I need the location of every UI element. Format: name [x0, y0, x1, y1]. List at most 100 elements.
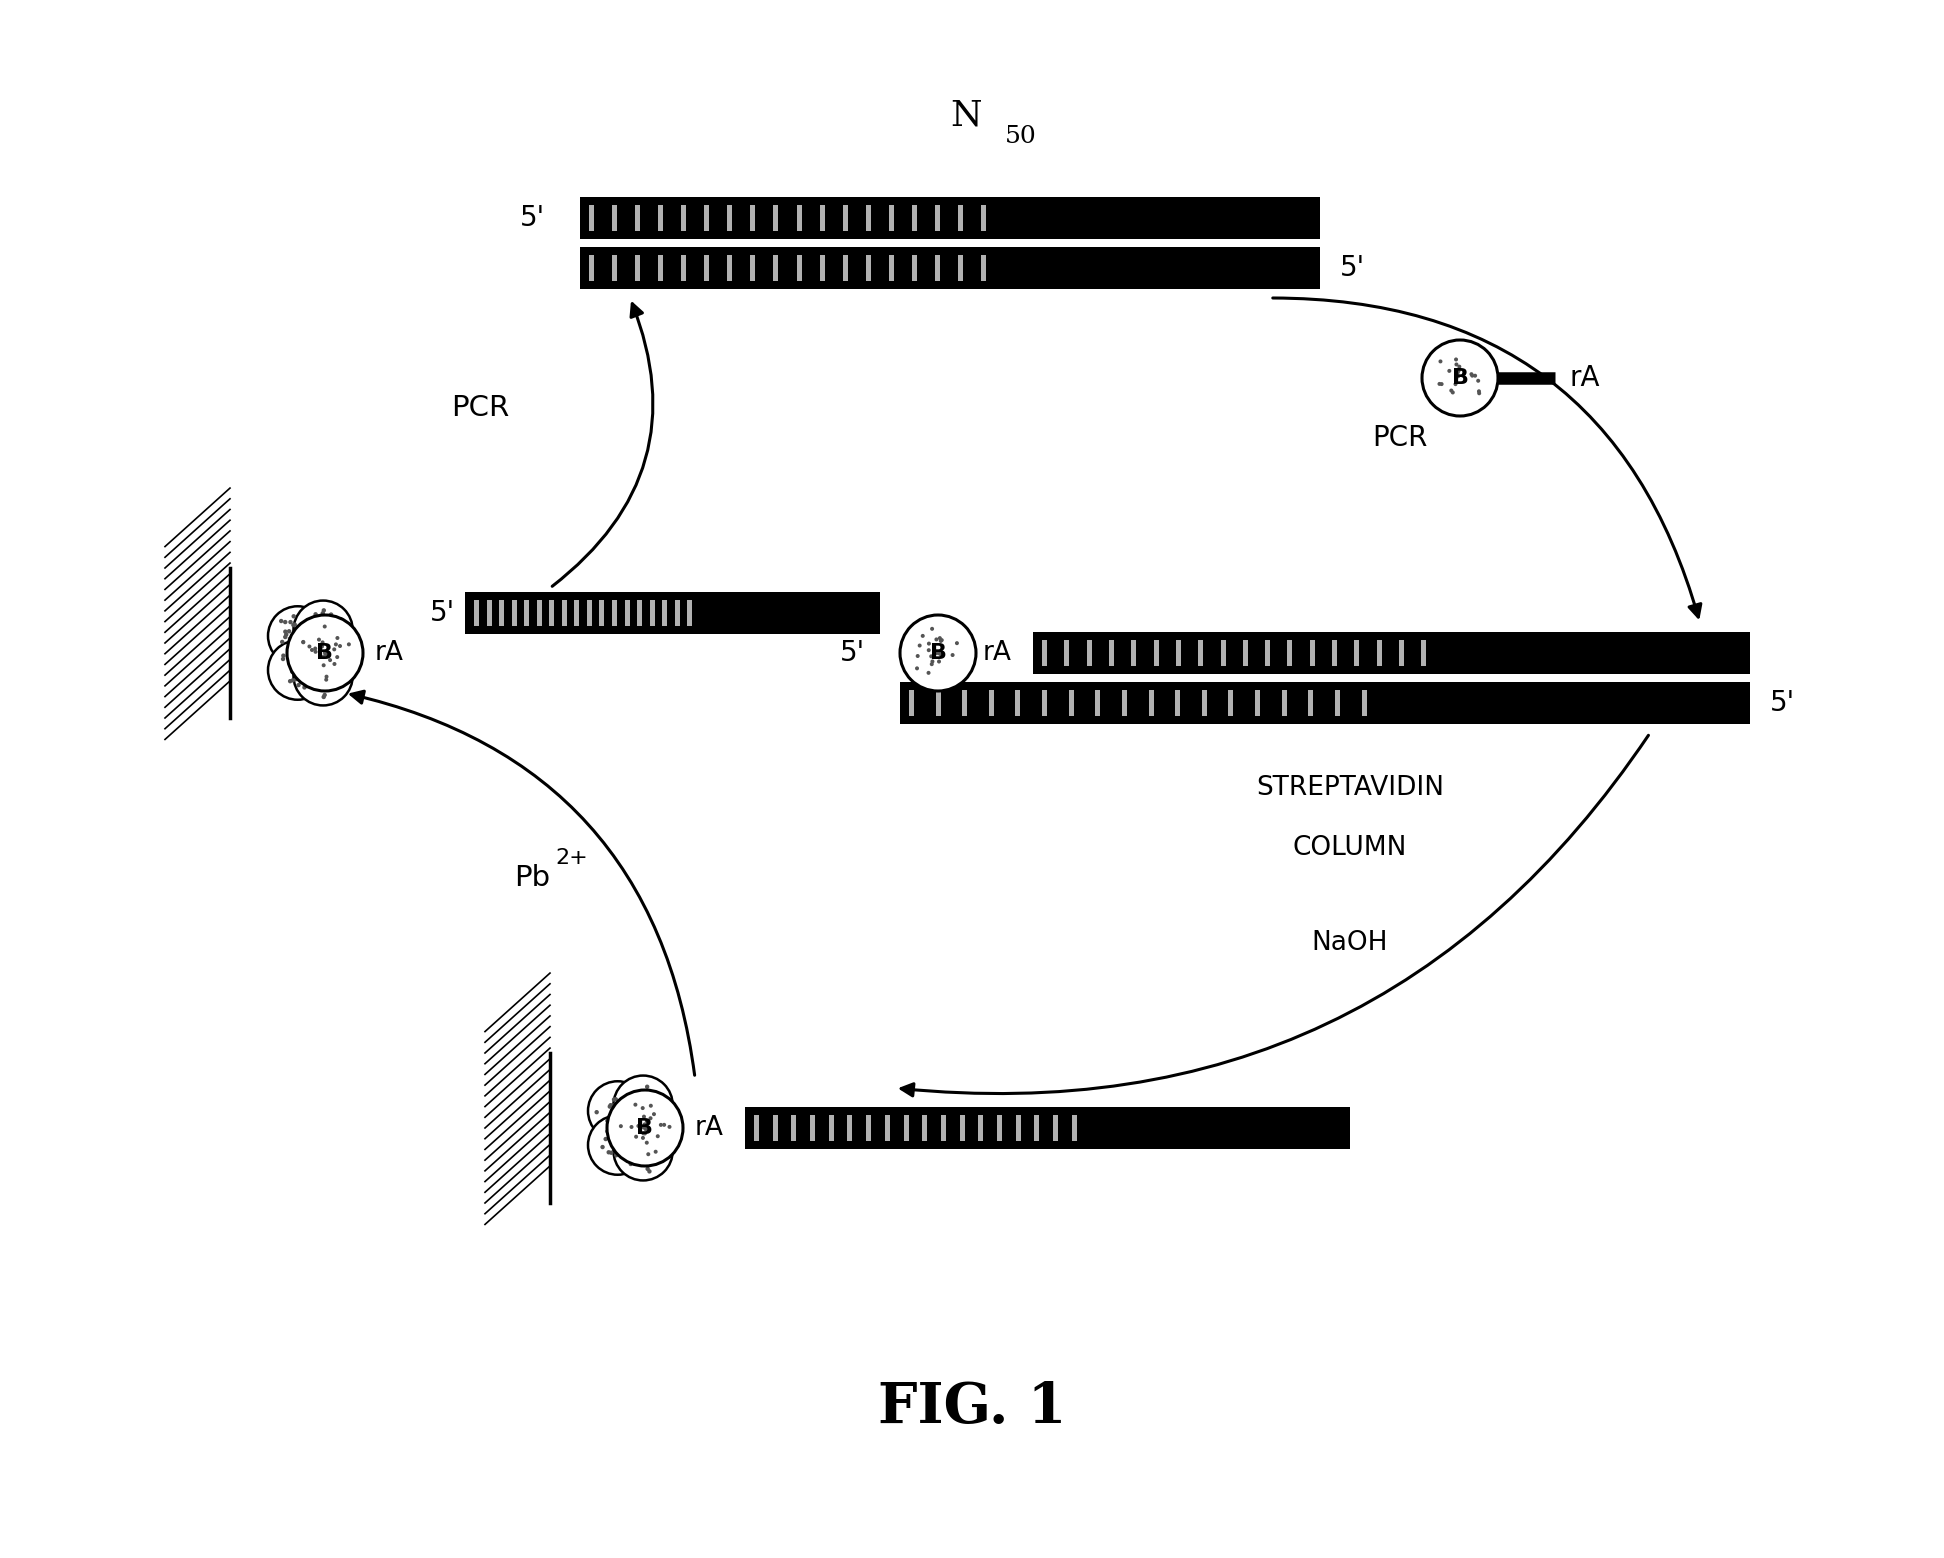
Bar	[465, 592, 881, 634]
Circle shape	[332, 662, 336, 665]
Circle shape	[1477, 391, 1481, 396]
Circle shape	[1437, 382, 1442, 386]
Circle shape	[313, 612, 317, 617]
Circle shape	[603, 1137, 608, 1140]
Bar	[1400, 640, 1404, 665]
Bar	[772, 1116, 778, 1140]
Circle shape	[608, 1103, 612, 1108]
Text: PCR: PCR	[451, 394, 509, 422]
Circle shape	[612, 1128, 616, 1133]
Bar	[982, 206, 986, 231]
Circle shape	[955, 642, 958, 645]
Circle shape	[332, 676, 336, 681]
Circle shape	[321, 629, 327, 634]
Bar	[659, 256, 663, 280]
Circle shape	[305, 682, 309, 687]
Bar	[1198, 640, 1203, 665]
Circle shape	[614, 1122, 673, 1181]
Circle shape	[325, 628, 329, 633]
Circle shape	[303, 673, 307, 678]
Circle shape	[313, 650, 317, 654]
Bar	[599, 600, 605, 626]
Circle shape	[317, 639, 321, 642]
Circle shape	[638, 1100, 642, 1103]
Circle shape	[292, 614, 295, 619]
Circle shape	[939, 653, 943, 657]
Bar	[745, 1108, 1349, 1148]
Circle shape	[645, 1084, 649, 1089]
Circle shape	[309, 626, 313, 631]
Circle shape	[288, 637, 292, 640]
Bar	[474, 600, 478, 626]
Circle shape	[649, 1131, 653, 1134]
Circle shape	[636, 1123, 640, 1128]
Circle shape	[929, 654, 933, 659]
Circle shape	[325, 653, 329, 657]
Circle shape	[937, 636, 941, 640]
Circle shape	[618, 1112, 622, 1117]
Circle shape	[622, 1144, 628, 1148]
Circle shape	[626, 1117, 630, 1122]
Circle shape	[321, 645, 325, 648]
Bar	[612, 600, 616, 626]
Circle shape	[284, 620, 288, 625]
Circle shape	[1470, 374, 1474, 377]
Circle shape	[659, 1102, 663, 1106]
Circle shape	[620, 1128, 624, 1133]
Bar	[550, 600, 554, 626]
Circle shape	[647, 1168, 651, 1173]
Circle shape	[338, 643, 342, 648]
Circle shape	[921, 634, 925, 637]
Text: rA: rA	[984, 640, 1013, 665]
Bar	[638, 600, 642, 626]
Circle shape	[299, 667, 305, 671]
Circle shape	[643, 1147, 647, 1151]
Bar	[811, 1116, 815, 1140]
Circle shape	[294, 633, 297, 637]
Bar	[1087, 640, 1093, 665]
Circle shape	[323, 650, 327, 654]
Circle shape	[1439, 360, 1442, 363]
Circle shape	[931, 659, 935, 664]
Circle shape	[321, 675, 325, 679]
Circle shape	[313, 678, 317, 681]
Circle shape	[653, 1150, 657, 1154]
Text: N: N	[951, 100, 982, 132]
Bar	[1063, 640, 1069, 665]
Circle shape	[301, 640, 305, 643]
Bar	[659, 206, 663, 231]
Circle shape	[319, 626, 323, 631]
Circle shape	[1454, 363, 1458, 366]
Bar	[1421, 640, 1427, 665]
Circle shape	[655, 1134, 659, 1139]
Bar	[1361, 690, 1367, 715]
Circle shape	[616, 1142, 620, 1147]
Circle shape	[323, 625, 327, 628]
Bar	[962, 690, 968, 715]
Circle shape	[1470, 372, 1474, 375]
Bar	[1131, 640, 1135, 665]
Circle shape	[649, 1116, 653, 1120]
Bar	[888, 206, 894, 231]
Circle shape	[301, 640, 305, 645]
Circle shape	[321, 676, 327, 681]
Bar	[1201, 690, 1207, 715]
Circle shape	[642, 1114, 645, 1119]
Circle shape	[317, 637, 321, 642]
Circle shape	[294, 678, 297, 681]
Circle shape	[916, 667, 920, 670]
Circle shape	[288, 629, 292, 634]
Circle shape	[642, 1147, 645, 1151]
Text: rA: rA	[375, 640, 404, 665]
Bar	[982, 256, 986, 280]
Circle shape	[307, 661, 311, 665]
Circle shape	[614, 1097, 618, 1102]
Circle shape	[301, 665, 307, 668]
Text: B: B	[636, 1119, 653, 1137]
Circle shape	[634, 1134, 638, 1139]
Circle shape	[618, 1153, 622, 1158]
Circle shape	[634, 1156, 638, 1161]
Bar	[865, 206, 871, 231]
Bar	[579, 196, 1320, 238]
Circle shape	[295, 682, 301, 687]
